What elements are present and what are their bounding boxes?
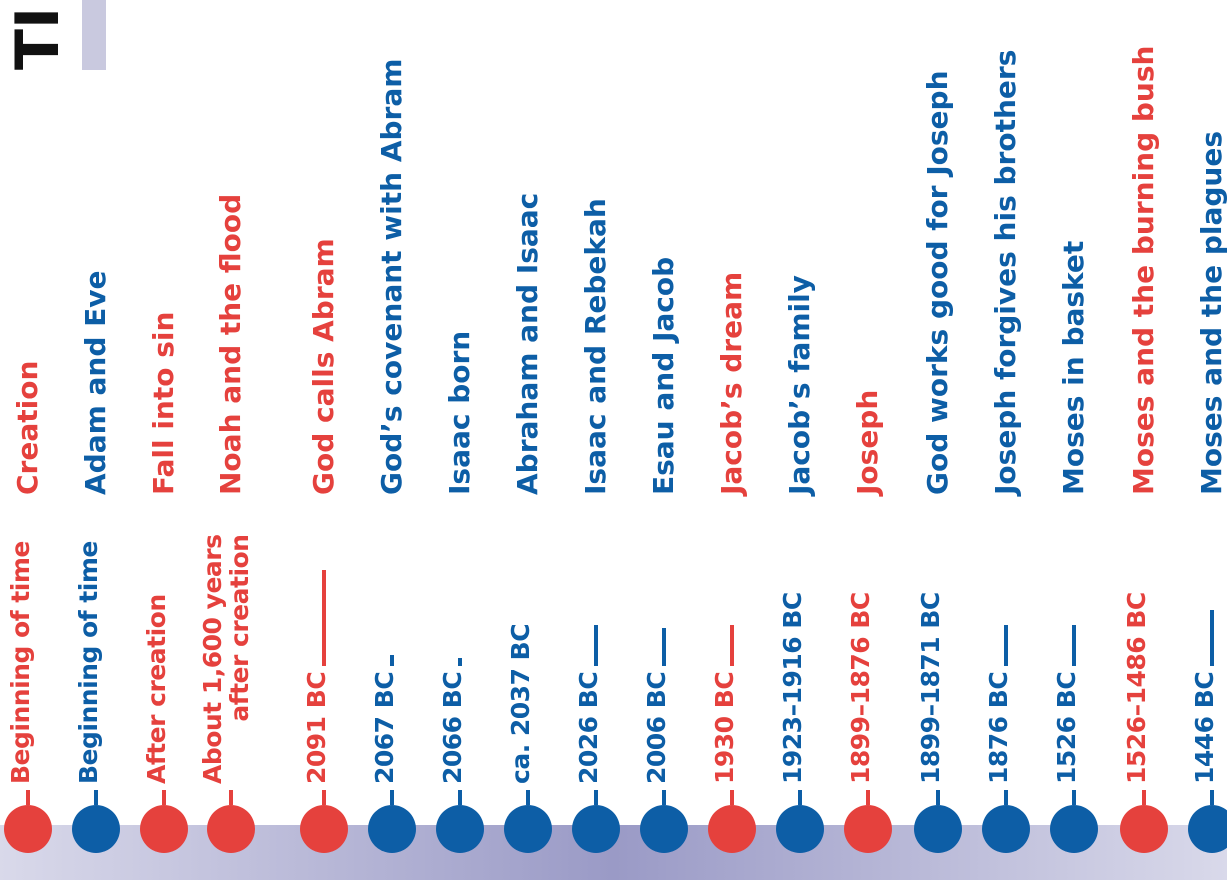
- timeline-dot: [914, 805, 962, 853]
- timeline-entry: ca. 2037 BC Abraham and Isaac: [500, 0, 556, 880]
- timeline-event: Joseph forgives his brothers: [989, 49, 1022, 495]
- timeline-date: 2067 BC: [370, 665, 399, 790]
- timeline-event: Abraham and Isaac: [511, 192, 544, 495]
- timeline-entry: 1446 BC Moses and the plagues: [1184, 0, 1227, 880]
- timeline-event: Isaac and Rebekah: [579, 198, 612, 495]
- timeline-date: 1923–1916 BC: [778, 586, 807, 790]
- timeline-date: 1899–1871 BC: [916, 586, 945, 790]
- timeline-event: Fall into sin: [147, 311, 180, 495]
- timeline-event: Joseph: [851, 389, 884, 495]
- timeline-entry: After creation Fall into sin: [136, 0, 192, 880]
- timeline-date-line: after creation: [225, 534, 254, 722]
- timeline-dot: [844, 805, 892, 853]
- timeline-dot: [140, 805, 188, 853]
- timeline-event: God calls Abram: [307, 238, 340, 495]
- timeline-event: Noah and the flood: [214, 193, 247, 495]
- timeline-entry: 2066 BC Isaac born: [432, 0, 488, 880]
- timeline-dot: [72, 805, 120, 853]
- timeline-dot: [4, 805, 52, 853]
- timeline-dot: [1050, 805, 1098, 853]
- timeline-date-line: About 1,600 years: [198, 534, 227, 784]
- timeline-dot: [504, 805, 552, 853]
- timeline-entry: 1923–1916 BC Jacob’s family: [772, 0, 828, 880]
- timeline-dot: [640, 805, 688, 853]
- timeline-entry: 1899–1876 BC Joseph: [840, 0, 896, 880]
- timeline-event: Adam and Eve: [79, 270, 112, 495]
- timeline-dot: [776, 805, 824, 853]
- timeline-event: Moses and the burning bush: [1127, 45, 1160, 495]
- timeline-date: 1930 BC: [710, 665, 739, 790]
- timeline-date: About 1,600 years after creation: [198, 528, 254, 790]
- timeline-date: 2091 BC: [302, 665, 331, 790]
- timeline-date: Beginning of time: [6, 535, 35, 790]
- timeline-date: 1526 BC: [1052, 665, 1081, 790]
- timeline-entry: 1526–1486 BC Moses and the burning bush: [1116, 0, 1172, 880]
- timeline-entry: 2067 BC God’s covenant with Abram: [364, 0, 420, 880]
- timeline-entry: About 1,600 years after creation Noah and …: [198, 0, 259, 880]
- timeline-event: Creation: [11, 360, 44, 495]
- timeline-entry: 2006 BC Esau and Jacob: [636, 0, 692, 880]
- timeline-entry: 1876 BC Joseph forgives his brothers: [978, 0, 1034, 880]
- timeline-event: God’s covenant with Abram: [375, 58, 408, 495]
- timeline-event: Esau and Jacob: [647, 256, 680, 495]
- timeline-date: 2026 BC: [574, 665, 603, 790]
- timeline-dot: [572, 805, 620, 853]
- timeline-date: 1446 BC: [1190, 665, 1219, 790]
- timeline-date: Beginning of time: [74, 535, 103, 790]
- timeline-dot: [1188, 805, 1227, 853]
- timeline-date: 1876 BC: [984, 665, 1013, 790]
- timeline-dot: [207, 805, 255, 853]
- timeline-date: 2006 BC: [642, 665, 671, 790]
- timeline-entry: 1899–1871 BC God works good for Joseph: [910, 0, 966, 880]
- timeline-date: 1526–1486 BC: [1122, 586, 1151, 790]
- timeline-event: Moses and the plagues: [1195, 130, 1227, 495]
- timeline-dot: [300, 805, 348, 853]
- timeline-entry: 2091 BC God calls Abram: [296, 0, 352, 880]
- timeline-entry: 2026 BC Isaac and Rebekah: [568, 0, 624, 880]
- timeline-date: 2066 BC: [438, 665, 467, 790]
- timeline-date: 1899–1876 BC: [846, 586, 875, 790]
- timeline-event: Isaac born: [443, 330, 476, 495]
- timeline-date: ca. 2037 BC: [506, 617, 535, 790]
- timeline-event: Moses in basket: [1057, 240, 1090, 495]
- timeline-entry: Beginning of time Adam and Eve: [68, 0, 124, 880]
- title-tab: [82, 0, 106, 70]
- timeline-dot: [708, 805, 756, 853]
- timeline-event: Jacob’s family: [783, 275, 816, 495]
- timeline-entry: 1930 BC Jacob’s dream: [704, 0, 760, 880]
- timeline-dot: [368, 805, 416, 853]
- timeline-event: God works good for Joseph: [921, 70, 954, 495]
- timeline-date: After creation: [142, 588, 171, 790]
- timeline-dot: [436, 805, 484, 853]
- timeline-entry: Beginning of time Creation: [0, 0, 56, 880]
- timeline-event: Jacob’s dream: [715, 271, 748, 495]
- timeline-entry: 1526 BC Moses in basket: [1046, 0, 1102, 880]
- timeline-dot: [1120, 805, 1168, 853]
- timeline-dot: [982, 805, 1030, 853]
